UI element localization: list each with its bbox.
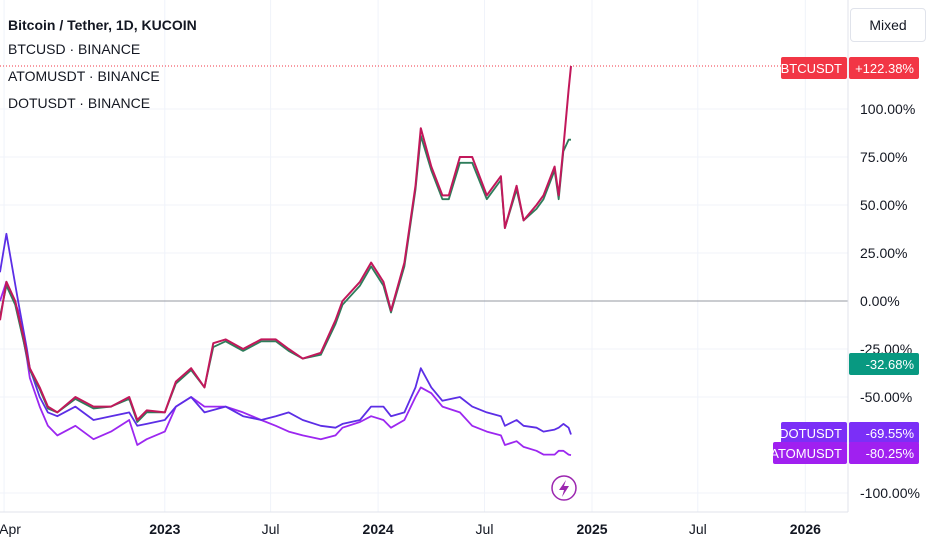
- y-tick-label: 25.00%: [860, 245, 907, 261]
- last-value-badge-btcusd: [849, 353, 919, 375]
- last-value-text-atomusdt: -80.25%: [866, 446, 915, 461]
- x-tick-label: Jul: [262, 521, 280, 537]
- series-name-text-dotusdt: DOTUSDT: [779, 426, 842, 441]
- series-line-btcusd: [0, 134, 571, 423]
- compare-symbol-atomusdt[interactable]: ATOMUSDT · BINANCE: [8, 68, 160, 84]
- x-tick-label: Jul: [689, 521, 707, 537]
- series-name-text-btcusdt: BTCUSDT: [781, 61, 842, 76]
- y-tick-label: 50.00%: [860, 197, 907, 213]
- last-value-text-btcusdt: +122.38%: [855, 61, 914, 76]
- events-lightning-icon[interactable]: [551, 475, 577, 501]
- chart-title[interactable]: Bitcoin / Tether, 1D, KUCOIN: [8, 17, 197, 33]
- x-axis-ticks: Apr 2023 Jul 2024 Jul 2025 Jul 2026: [0, 521, 821, 537]
- last-value-text-dotusdt: -69.55%: [866, 426, 915, 441]
- series-line-dotusdt: [0, 232, 572, 435]
- x-tick-label: 2023: [149, 521, 180, 537]
- last-value-badge-atomusdt: [849, 442, 919, 464]
- compare-symbol-dotusdt[interactable]: DOTUSDT · BINANCE: [8, 95, 151, 111]
- series-name-text-atomusdt: ATOMUSDT: [770, 446, 842, 461]
- series-name-badge-atomusdt: [773, 442, 847, 464]
- y-tick-label: 0.00%: [860, 293, 900, 309]
- last-value-badge-dotusdt: [849, 422, 919, 444]
- series-line-atomusdt: [0, 280, 572, 456]
- scale-mode-button[interactable]: Mixed: [850, 8, 926, 42]
- x-tick-label: 2024: [363, 521, 394, 537]
- x-tick-label: Jul: [476, 521, 494, 537]
- compare-symbol-btcusd[interactable]: BTCUSD · BINANCE: [8, 41, 141, 57]
- chart-legend: Bitcoin / Tether, 1D, KUCOIN BTCUSD · BI…: [8, 14, 197, 117]
- last-value-badge-btcusdt: [849, 57, 919, 79]
- y-tick-label: 100.00%: [860, 101, 915, 117]
- y-tick-label: -50.00%: [860, 389, 912, 405]
- x-tick-label: 2026: [790, 521, 821, 537]
- series-name-badge-dotusdt: [781, 422, 847, 444]
- series-name-badge-btcusdt: [781, 57, 847, 79]
- last-value-labels: +122.38% BTCUSDT -32.68% -69.55% DOTUSDT -80.…: [770, 57, 919, 464]
- x-tick-label: Apr: [0, 521, 21, 537]
- y-tick-label: 75.00%: [860, 149, 907, 165]
- series-line-btcusdt: [0, 65, 572, 421]
- series-layer: [0, 65, 572, 456]
- y-tick-label: -100.00%: [860, 485, 920, 501]
- x-tick-label: 2025: [576, 521, 607, 537]
- last-value-text-btcusd: -32.68%: [866, 357, 915, 372]
